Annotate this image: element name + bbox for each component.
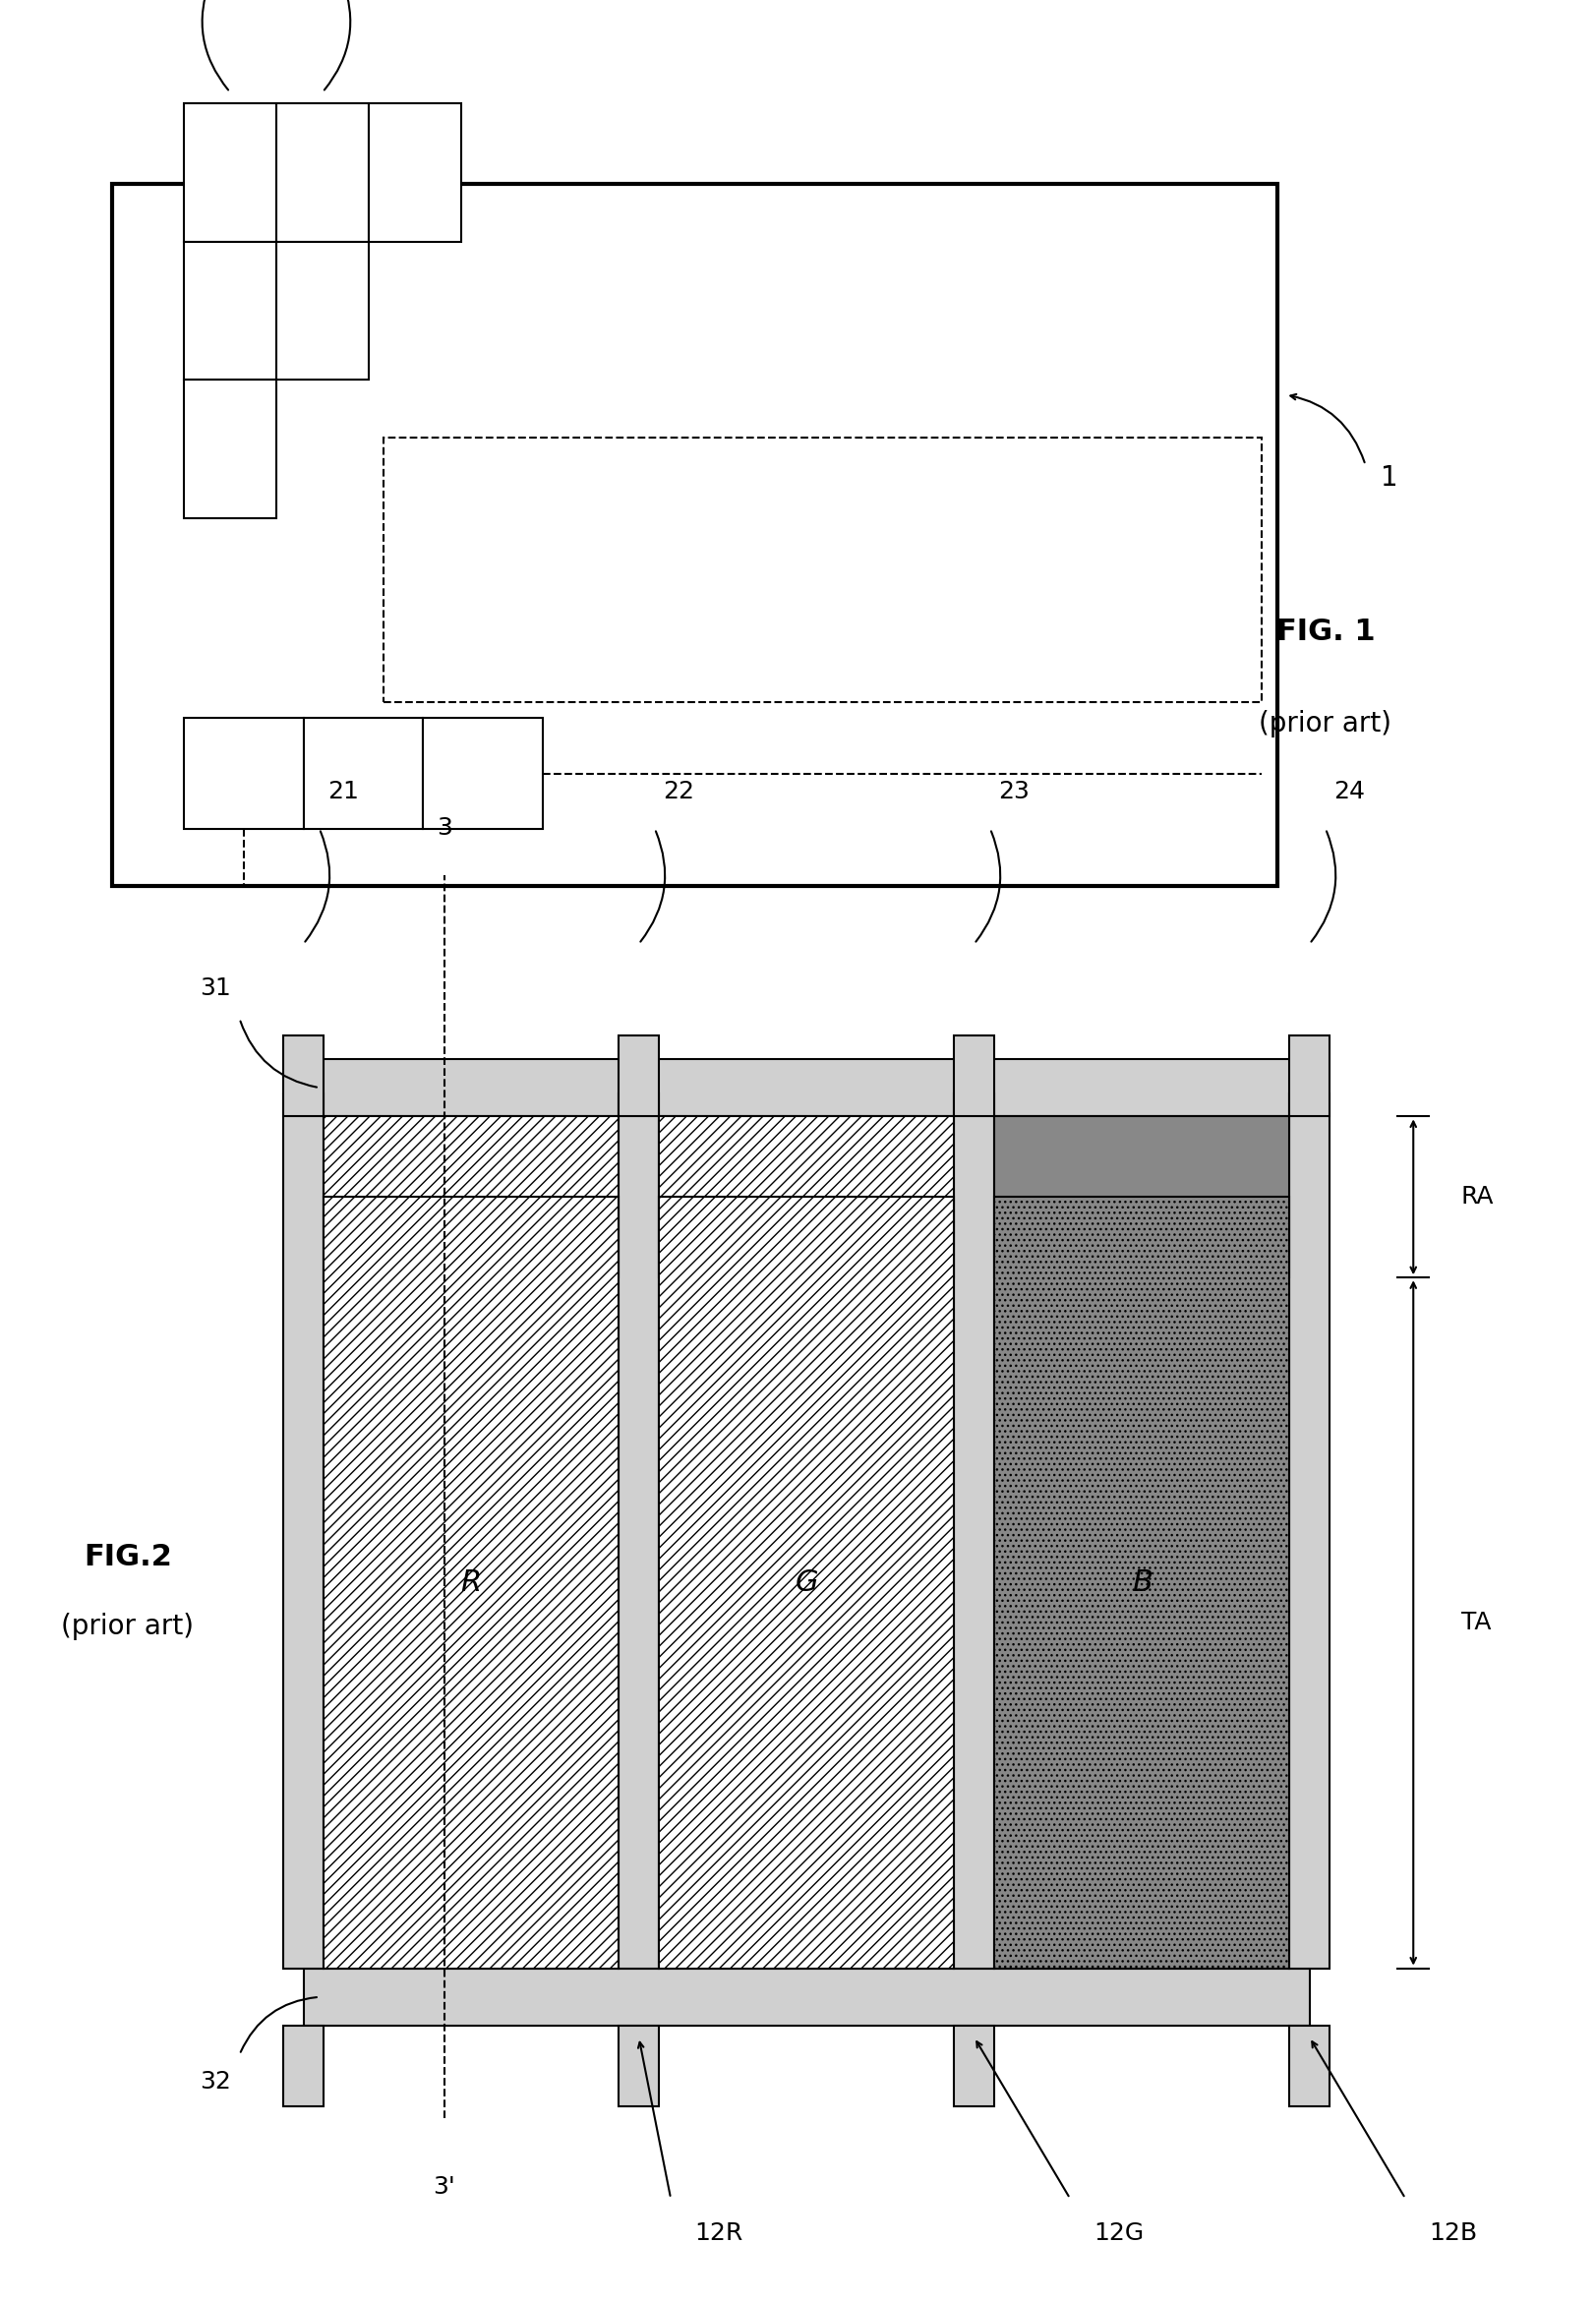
Bar	[303, 718, 423, 829]
Text: 12B: 12B	[1428, 2221, 1476, 2244]
Bar	[284, 1036, 322, 1116]
Bar	[993, 1197, 1290, 1968]
Text: 1: 1	[1381, 465, 1396, 493]
Text: 3: 3	[436, 817, 452, 840]
Bar	[953, 1036, 993, 1116]
Text: 12G: 12G	[1093, 2221, 1143, 2244]
Text: (prior art): (prior art)	[61, 1614, 195, 1641]
Bar	[618, 1036, 658, 1116]
Bar	[322, 1116, 618, 1278]
Text: 3': 3'	[433, 2175, 455, 2198]
Bar	[276, 104, 369, 242]
Bar	[284, 2026, 322, 2106]
Bar	[658, 1197, 953, 1968]
Bar	[322, 1197, 618, 1968]
Text: 31: 31	[200, 976, 231, 1001]
Bar	[993, 1116, 1290, 1278]
Bar	[953, 2026, 993, 2106]
Bar	[423, 718, 543, 829]
Text: (prior art): (prior art)	[1258, 711, 1392, 737]
Text: 32: 32	[200, 2069, 231, 2095]
Text: G: G	[795, 1568, 817, 1598]
Text: FIG.2: FIG.2	[83, 1542, 172, 1572]
Bar	[658, 1116, 953, 1278]
Bar	[618, 2026, 658, 2106]
Text: 22: 22	[662, 780, 694, 803]
Bar	[1290, 2026, 1329, 2106]
Text: RA: RA	[1460, 1186, 1494, 1209]
Bar	[184, 380, 276, 518]
Text: 24: 24	[1333, 780, 1365, 803]
Text: TA: TA	[1460, 1611, 1491, 1634]
Bar	[184, 242, 276, 380]
Text: B: B	[1132, 1568, 1151, 1598]
Text: 23: 23	[998, 780, 1029, 803]
Bar	[303, 1968, 1309, 2026]
Bar	[112, 184, 1277, 886]
Text: R: R	[460, 1568, 482, 1598]
Bar	[383, 437, 1261, 702]
Text: 12R: 12R	[694, 2221, 742, 2244]
Bar	[284, 1093, 322, 1968]
Bar	[1290, 1093, 1329, 1968]
Bar	[303, 1059, 1309, 1116]
Text: FIG. 1: FIG. 1	[1275, 617, 1374, 647]
Bar	[1290, 1036, 1329, 1116]
Bar	[953, 1093, 993, 1968]
Bar	[276, 242, 369, 380]
Bar	[184, 718, 303, 829]
Bar	[369, 104, 461, 242]
Bar	[184, 104, 276, 242]
Text: 21: 21	[327, 780, 359, 803]
Bar	[618, 1093, 658, 1968]
